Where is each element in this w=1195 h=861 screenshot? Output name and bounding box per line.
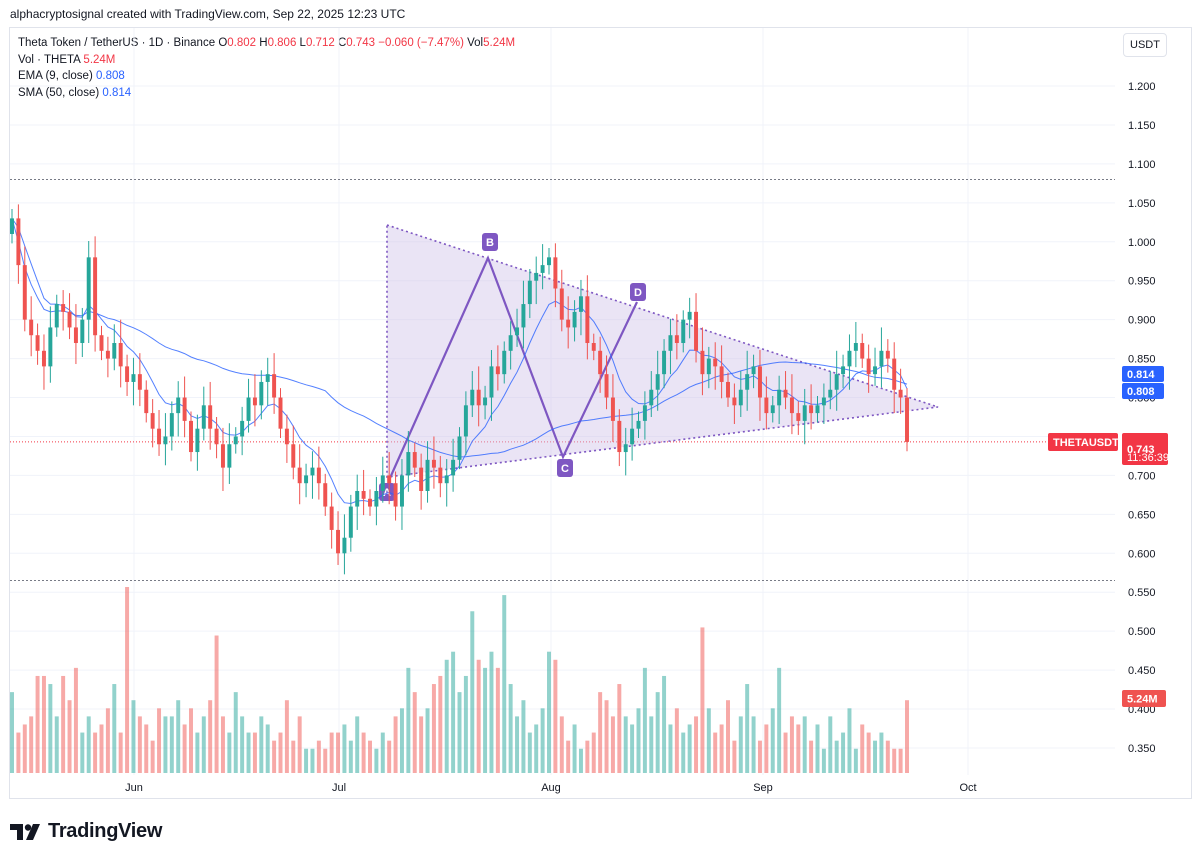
legend-high-value: 0.806 xyxy=(267,37,297,49)
chart-legend: Theta Token / TetherUS · 1D · Binance O0… xyxy=(18,35,515,101)
sma-value: 0.814 xyxy=(102,86,132,99)
volume-indicator-label: Vol · THETA xyxy=(18,53,81,66)
legend-high-label: H xyxy=(259,37,268,49)
legend-open-value: 0.802 xyxy=(227,37,257,49)
logo-text: TradingView xyxy=(48,820,163,842)
legend-volume-row[interactable]: Vol · THETA 5.24M xyxy=(18,52,515,69)
currency-selector[interactable]: USDT xyxy=(1123,33,1167,57)
legend-close-value: 0.743 xyxy=(346,37,376,49)
legend-vol-value: 5.24M xyxy=(483,37,516,49)
legend-ohlc-row[interactable]: Theta Token / TetherUS · 1D · Binance O0… xyxy=(18,35,515,52)
legend-low-value: 0.712 xyxy=(305,37,335,49)
chart-caption: alphacryptosignal created with TradingVi… xyxy=(10,7,406,21)
legend-ema-row[interactable]: EMA (9, close) 0.808 xyxy=(18,68,515,85)
sma-label: SMA (50, close) xyxy=(18,86,100,99)
legend-close-label: C xyxy=(337,37,347,49)
legend-vol-label: Vol xyxy=(467,37,484,49)
legend-change: −0.060 (−7.47%) xyxy=(378,37,464,49)
legend-open-label: O xyxy=(218,37,228,49)
tradingview-logo[interactable]: TradingView xyxy=(10,820,162,843)
tradingview-logo-icon xyxy=(10,823,40,840)
ema-label: EMA (9, close) xyxy=(18,70,93,82)
legend-sma-row[interactable]: SMA (50, close) 0.814 xyxy=(18,85,515,102)
legend-symbol: Theta Token / TetherUS · 1D · Binance xyxy=(18,37,216,49)
volume-indicator-value: 5.24M xyxy=(83,53,116,66)
chart-frame[interactable] xyxy=(9,27,1192,799)
legend-low-label: L xyxy=(299,37,306,49)
ema-value: 0.808 xyxy=(95,70,125,82)
